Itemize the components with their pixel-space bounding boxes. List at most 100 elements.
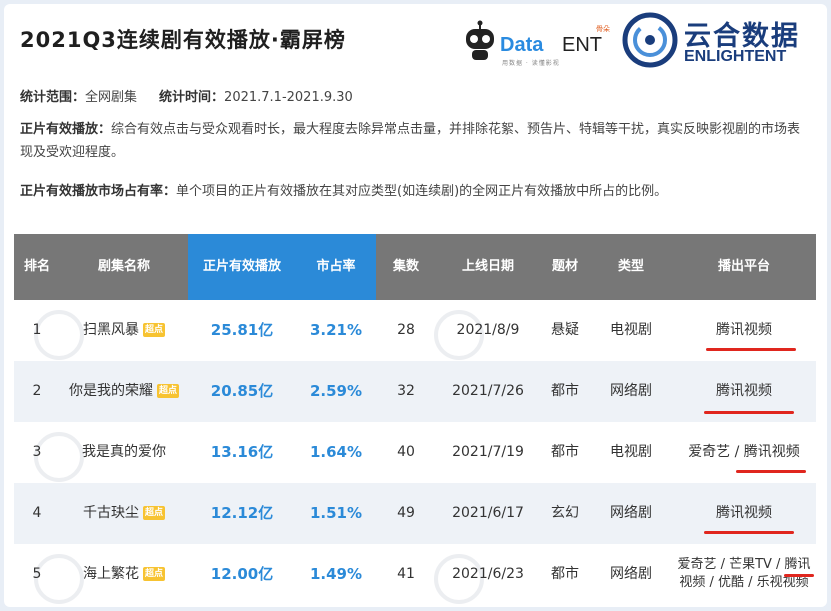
cell-name: 扫黑风暴 超点: [60, 300, 188, 361]
highlight-underline: [704, 531, 794, 534]
table-row: 3 我是真的爱你 13.16亿 1.64% 40 2021/7/19 都市 电视…: [14, 422, 816, 483]
cell-platform: 腾讯视频: [716, 322, 772, 338]
table-row: 5 海上繁花 超点 12.00亿 1.49% 41 2021/6/23 都市 网络…: [14, 544, 816, 605]
cell-type: 电视剧: [610, 444, 652, 460]
cell-genre: 都市: [551, 444, 579, 460]
cell-name: 你是我的荣耀 超点: [60, 361, 188, 422]
cell-type: 网络剧: [610, 566, 652, 582]
col-name: 剧集名称: [97, 259, 150, 274]
drama-name: 海上繁花: [82, 566, 139, 582]
col-share: 市占率: [296, 234, 376, 300]
robot-icon: [466, 20, 494, 60]
cell-date: 2021/7/26: [452, 383, 524, 399]
cell-episodes: 40: [397, 444, 415, 460]
cell-share: 2.59%: [309, 382, 363, 400]
cell-name: 海上繁花 超点: [60, 544, 188, 605]
cell-platform: 爱奇艺 / 腾讯视频: [688, 444, 800, 460]
col-plays: 正片有效播放: [188, 234, 296, 300]
cell-episodes: 32: [397, 383, 415, 399]
cell-platform: 腾讯视频: [716, 505, 772, 521]
cell-platform: 腾讯视频: [716, 383, 772, 399]
cell-episodes: 49: [397, 505, 415, 521]
cell-genre: 玄幻: [551, 505, 579, 521]
valid-play-definition: 正片有效播放：综合有效点击与受众观看时长，最大程度去除异常点击量，并排除花絮、预…: [20, 118, 810, 164]
scope-value: 全网剧集: [85, 90, 138, 105]
drama-name: 你是我的荣耀: [68, 383, 153, 399]
scope-label: 统计范围：: [20, 90, 86, 105]
super-badge: 超点: [142, 567, 165, 581]
cell-episodes: 28: [397, 322, 415, 338]
watermark-icon: [434, 554, 484, 604]
cell-share: 1.64%: [309, 443, 363, 461]
cell-share: 3.21%: [309, 321, 363, 339]
cell-platform: 爱奇艺 / 芒果TV / 腾讯 视频 / 优酷 / 乐视视频: [672, 544, 816, 605]
cell-plays: 25.81亿: [210, 321, 274, 339]
highlight-underline: [704, 411, 794, 414]
cell-date: 2021/6/17: [452, 505, 524, 521]
cell-type: 网络剧: [610, 383, 652, 399]
data-logo-text: Data: [500, 34, 544, 56]
col-type: 类型: [617, 259, 644, 274]
data-logo-subtitle: 用数据 · 读懂影视: [502, 60, 560, 67]
col-platform: 播出平台: [717, 259, 770, 274]
market-share-definition: 正片有效播放市场占有率：单个项目的正片有效播放在其对应类型(如连续剧)的全网正片…: [20, 180, 810, 203]
table-header: 排名 剧集名称 正片有效播放 市占率 集数 上线日期 题材 类型 播出平台: [14, 234, 816, 300]
ranking-card: 2021Q3连续剧有效播放·霸屏榜 Data ENT 骨朵 用数据 · 读懂影视…: [4, 4, 827, 607]
col-date: 上线日期: [461, 259, 514, 274]
time-value: 2021.7.1-2021.9.30: [224, 90, 353, 105]
highlight-underline: [784, 574, 814, 577]
table-row: 2 你是我的荣耀 超点 20.85亿 2.59% 32 2021/7/26 都市 …: [14, 361, 816, 422]
highlight-underline: [736, 470, 806, 473]
cell-plays: 12.00亿: [210, 565, 274, 583]
table-row: 4 千古玦尘 超点 12.12亿 1.51% 49 2021/6/17 玄幻 网络…: [14, 483, 816, 544]
col-genre: 题材: [551, 259, 578, 274]
brand-name-cn: 云合数据: [684, 21, 800, 52]
brand-name-en: ENLIGHTENT: [684, 48, 787, 65]
cell-date: 2021/6/23: [452, 566, 524, 582]
super-badge: 超点: [142, 506, 165, 520]
watermark-icon: [34, 310, 84, 360]
page-title: 2021Q3连续剧有效播放·霸屏榜: [20, 28, 346, 52]
ent-logo-text: ENT: [562, 34, 602, 56]
cell-genre: 都市: [551, 566, 579, 582]
cell-rank: 3: [32, 444, 42, 460]
platform-line-1: 爱奇艺 / 芒果TV / 腾讯: [677, 557, 811, 572]
ent-logo-badge: 骨朵: [596, 25, 610, 33]
cell-plays: 13.16亿: [210, 443, 274, 461]
cell-name: 千古玦尘 超点: [60, 483, 188, 544]
highlight-underline: [706, 348, 796, 351]
cell-plays: 12.12亿: [210, 504, 274, 522]
cell-share: 1.49%: [309, 565, 363, 583]
drama-name: 扫黑风暴: [82, 322, 139, 338]
market-share-label: 正片有效播放市场占有率：: [20, 184, 177, 199]
valid-play-label: 正片有效播放：: [20, 122, 112, 137]
cell-date: 2021/8/9: [456, 322, 520, 338]
cell-episodes: 41: [397, 566, 415, 582]
valid-play-text: 综合有效点击与受众观看时长，最大程度去除异常点击量，并排除花絮、预告片、特辑等干…: [20, 122, 801, 160]
watermark-icon: [34, 554, 84, 604]
cell-rank: 5: [32, 566, 42, 582]
cell-rank: 2: [32, 383, 42, 399]
table-row: 1 扫黑风暴 超点 25.81亿 3.21% 28 2021/8/9 悬疑 电视剧…: [14, 300, 816, 361]
cell-type: 电视剧: [610, 322, 652, 338]
market-share-text: 单个项目的正片有效播放在其对应类型(如连续剧)的全网正片有效播放中所占的比例。: [176, 184, 668, 199]
cell-name: 我是真的爱你: [60, 422, 188, 483]
cell-plays: 20.85亿: [210, 382, 274, 400]
drama-name: 千古玦尘: [82, 505, 139, 521]
watermark-icon: [434, 310, 484, 360]
watermark-icon: [34, 432, 84, 482]
super-badge: 超点: [142, 323, 165, 337]
ranking-table: 排名 剧集名称 正片有效播放 市占率 集数 上线日期 题材 类型 播出平台 1 …: [14, 234, 816, 605]
col-episodes: 集数: [392, 259, 419, 274]
cell-share: 1.51%: [309, 504, 363, 522]
stats-scope-line: 统计范围：全网剧集 统计时间：2021.7.1-2021.9.30: [20, 86, 353, 109]
col-rank: 排名: [23, 259, 50, 274]
cell-type: 网络剧: [610, 505, 652, 521]
enlightent-logo-icon: [622, 12, 678, 68]
drama-name: 我是真的爱你: [82, 444, 166, 460]
cell-date: 2021/7/19: [452, 444, 524, 460]
platform-line-2: 视频 / 优酷 / 乐视视频: [679, 575, 809, 590]
time-label: 统计时间：: [159, 90, 225, 105]
cell-rank: 1: [32, 322, 42, 338]
cell-rank: 4: [32, 505, 42, 521]
